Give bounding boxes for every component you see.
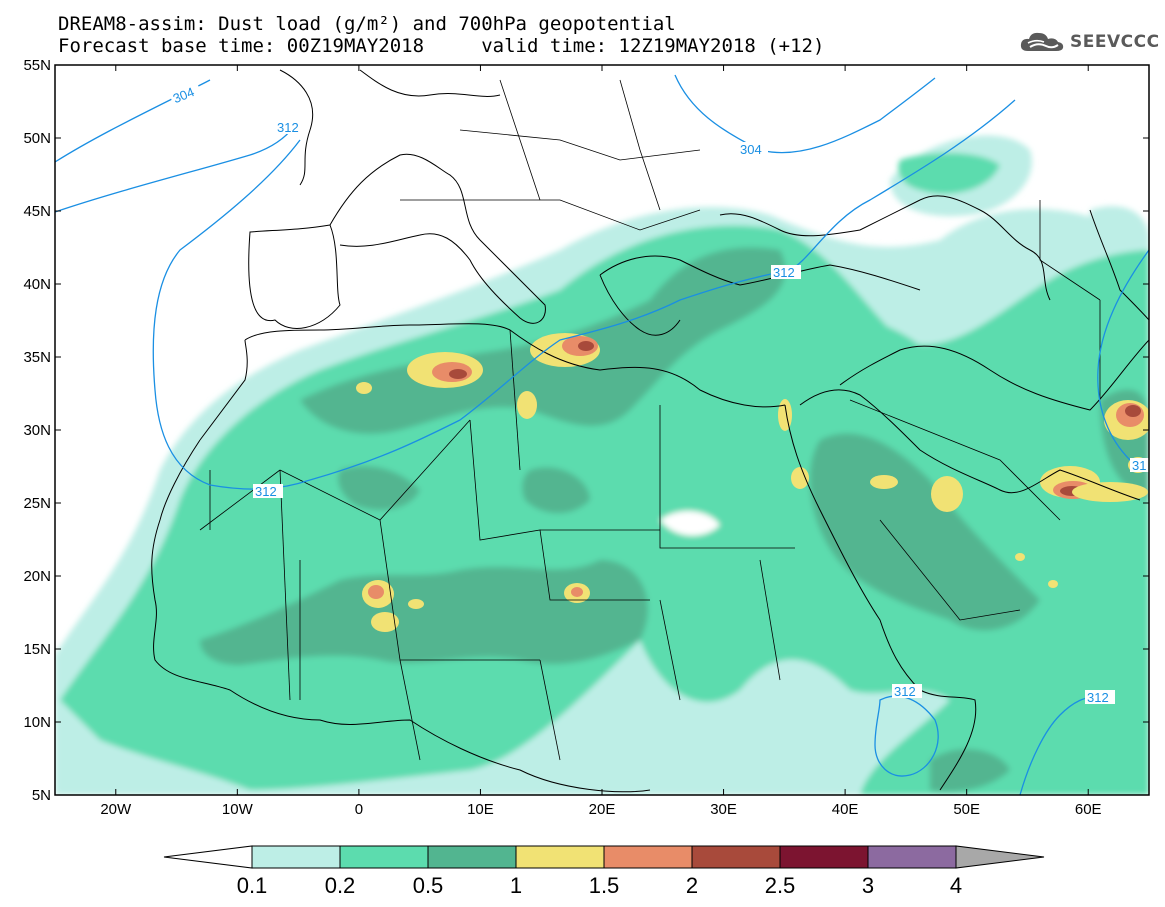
country-borders [199,79,1101,761]
colorbar-label: 2 [686,873,698,898]
colorbar-label: 1 [510,873,522,898]
lat-label: 45N [23,203,51,220]
lat-label: 55N [23,57,51,74]
lon-label: 20E [589,801,616,818]
lon-label: 0 [355,801,363,818]
colorbar-swatch [251,845,341,869]
colorbar-label: 0.1 [237,873,268,898]
colorbar-swatch [867,845,957,869]
colorbar-label: 0.5 [413,873,444,898]
cloud-logo-icon [1020,32,1064,51]
latitude-axis: 55N 50N 45N 40N 35N 30N 25N 20N 15N 10N 5N [23,57,1149,804]
lon-label: 30E [710,801,737,818]
colorbar-label: 3 [862,873,874,898]
lat-label: 15N [23,641,51,658]
colorbar-swatch [691,845,781,869]
colorbar-over-triangle [955,845,1045,869]
lat-label: 50N [23,130,51,147]
colorbar-swatch [427,845,517,869]
colorbar-label: 4 [950,873,962,898]
colorbar-swatch [779,845,869,869]
dust-field: 304 312 304 312 312 312 312 31 [55,69,1149,795]
lat-label: 40N [23,276,51,293]
colorbar-label: 2.5 [765,873,796,898]
lat-label: 35N [23,349,51,366]
colorbar-label: 1.5 [589,873,620,898]
contour-label: 312 [894,684,916,699]
dust-hotspots [356,333,1149,632]
contour-label: 304 [740,142,762,157]
lon-label: 10W [222,801,254,818]
lat-label: 30N [23,422,51,439]
longitude-axis: 20W 10W 0 10E 20E 30E 40E 50E 60E [100,65,1102,818]
lat-label: 20N [23,568,51,585]
contour-label: 31 [1132,458,1146,473]
colorbar: 0.1 0.2 0.5 1 1.5 2 2.5 3 4 [163,845,1045,898]
lon-label: 60E [1075,801,1102,818]
colorbar-swatch [515,845,605,869]
lon-label: 20W [100,801,132,818]
contour-label: 312 [277,120,299,135]
lat-label: 25N [23,495,51,512]
contour-label: 312 [773,265,795,280]
colorbar-swatch [339,845,429,869]
colorbar-label: 0.2 [325,873,356,898]
colorbar-swatch [603,845,693,869]
contour-label: 312 [1087,690,1109,705]
lat-label: 10N [23,714,51,731]
colorbar-under-triangle [163,845,253,869]
geopotential-contours [55,74,1149,795]
lat-label: 5N [32,787,51,804]
contour-label: 312 [255,484,277,499]
seevccc-logo: SEEVCCC [1018,28,1160,56]
logo-text: SEEVCCC [1070,32,1160,52]
lon-label: 10E [467,801,494,818]
lon-label: 40E [832,801,859,818]
forecast-times: Forecast base time: 00Z19MAY2018 valid t… [58,35,825,57]
map-title: DREAM8-assim: Dust load (g/m²) and 700hP… [58,13,676,35]
lon-label: 50E [953,801,980,818]
